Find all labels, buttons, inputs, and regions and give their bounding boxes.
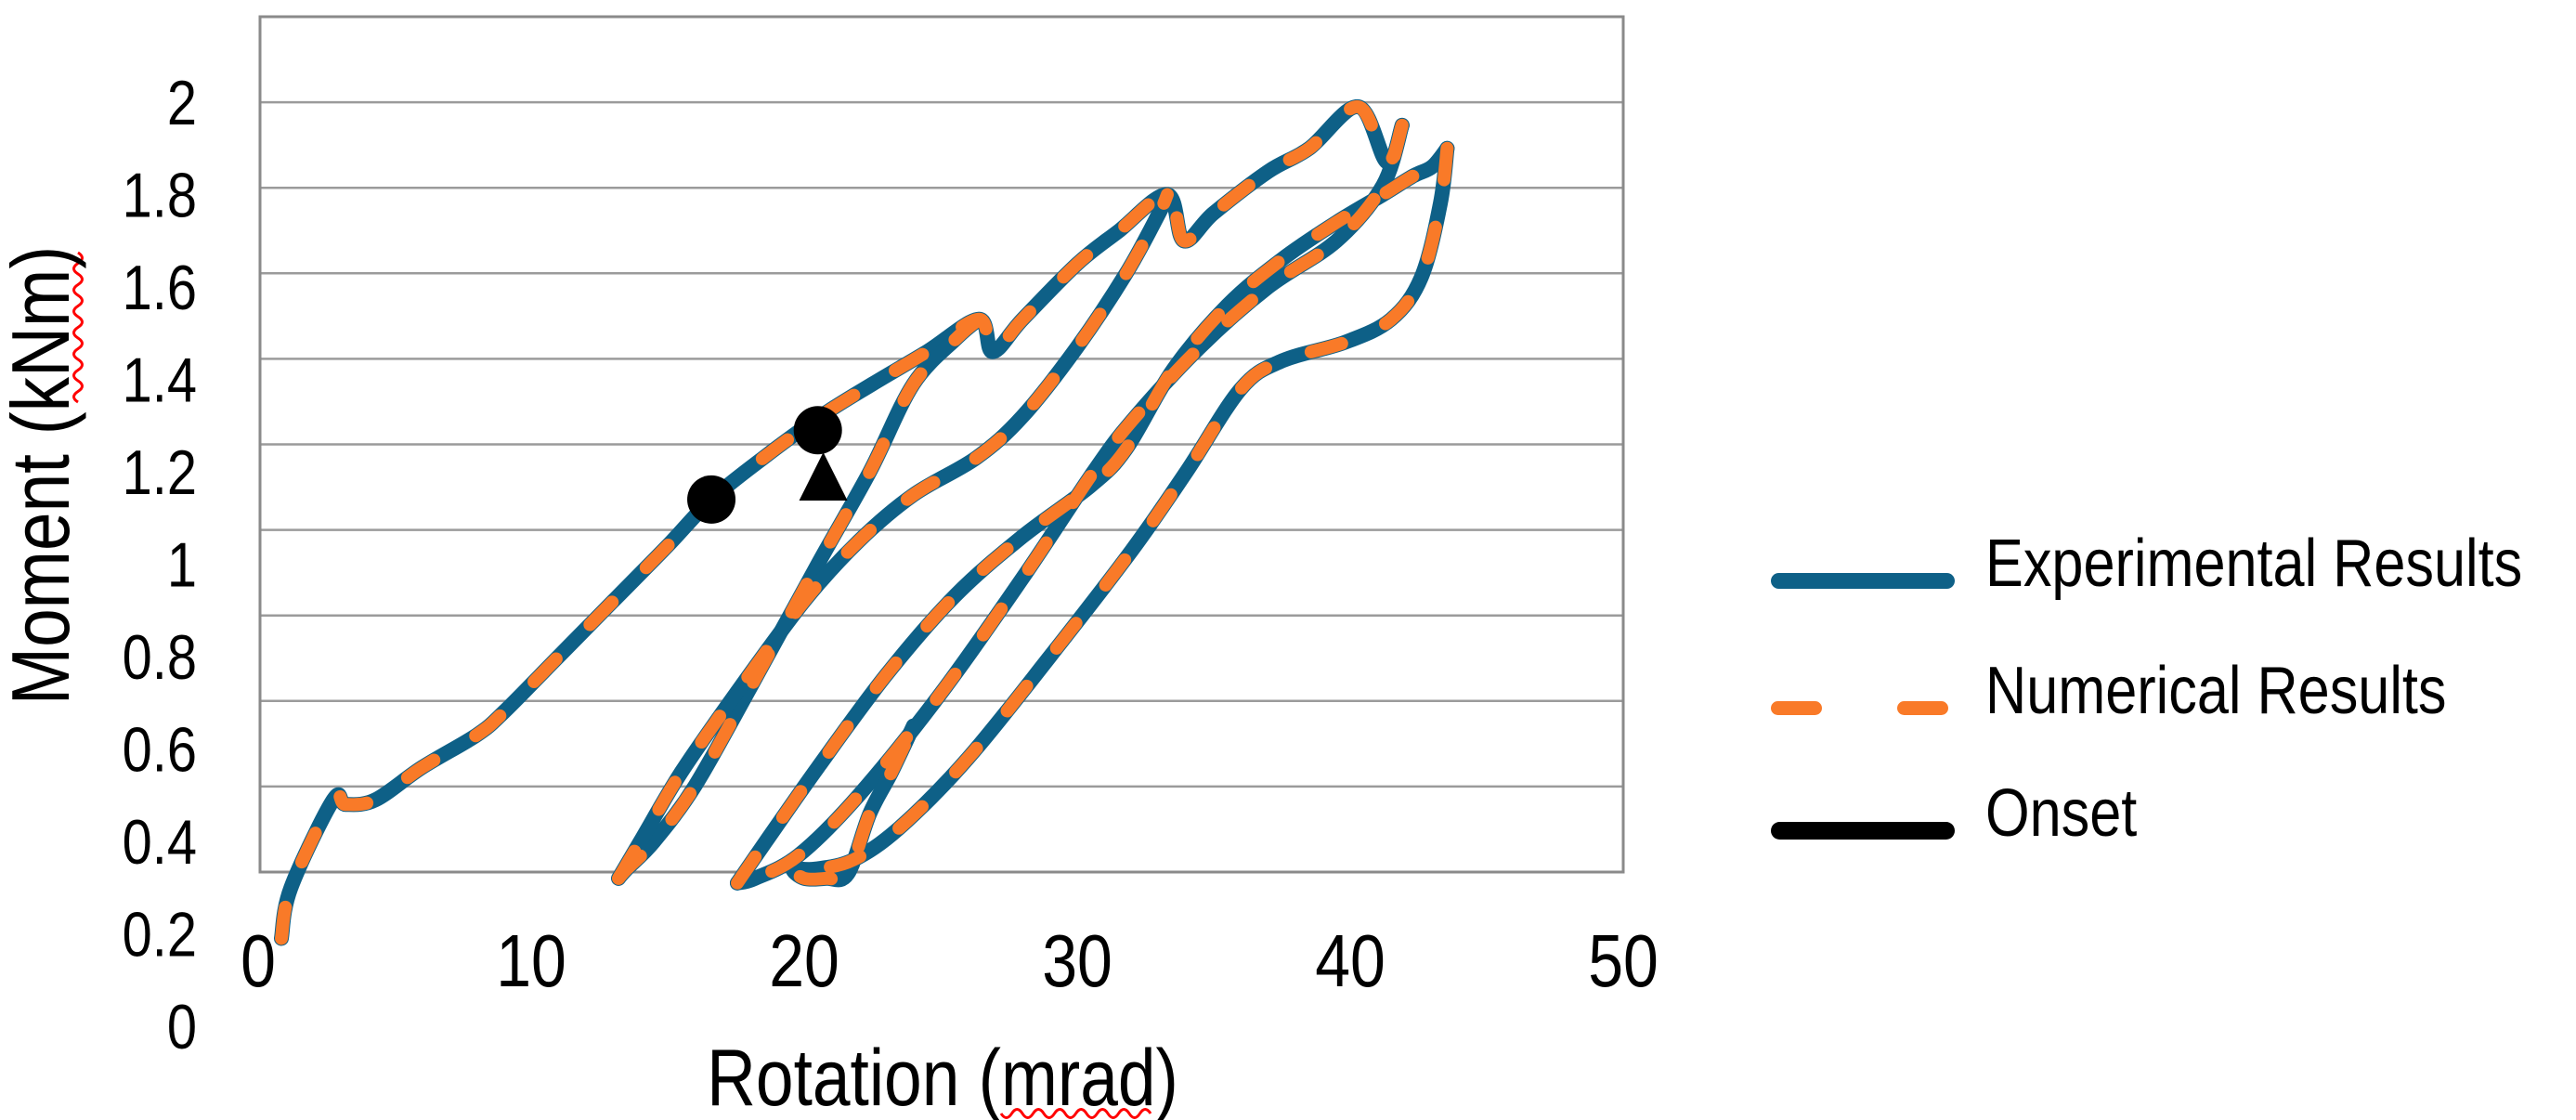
legend-label-numerical: Numerical Results [1985,654,2447,728]
y-tick-label: 0.6 [123,715,197,785]
x-axis-title: Rotation (mrad) [707,1033,1178,1120]
x-tick-label: 10 [496,919,566,1002]
y-tick-label: 1.6 [123,254,197,323]
onset-line-swatch [1771,821,1955,840]
numerical-series-envelope [274,100,1409,945]
legend-label-experimental: Experimental Results [1985,527,2523,601]
y-tick-label: 0.8 [123,623,197,693]
y-tick-label: 0.4 [123,808,197,878]
experimental-line-swatch [1771,572,1955,589]
numerical-dash-2 [1897,700,1948,715]
numerical-dashed-swatch [1771,700,1955,715]
legend-label-onset: Onset [1985,776,2138,851]
x-tick-label: 40 [1315,919,1386,1002]
legend-item-experimental: Experimental Results [1771,527,2576,618]
numerical-dash-1 [1771,700,1822,715]
onset-marker-circle-1 [687,475,736,524]
numerical-series-unload2 [731,118,1409,890]
numerical-series-reload1 [612,188,1174,885]
onset-marker-circle-2 [793,406,842,455]
x-tick-label: 50 [1588,919,1659,1002]
onset-marker-triangle [799,451,848,501]
onset-markers [687,406,848,524]
y-tick-label: 2 [167,69,197,138]
mrad-spellcheck-squiggle [999,1108,1152,1119]
y-tick-label: 1.8 [123,161,197,230]
spellcheck-squiggles [72,251,1152,1119]
x-tick-label: 30 [1042,919,1112,1002]
series-lines [273,99,1455,946]
y-tick-label: 0.2 [123,900,197,970]
legend-item-onset: Onset [1771,776,2164,867]
numerical-series-final_unload [786,141,1454,887]
axis-tick-labels: 2 1.8 1.6 1.4 1.2 1 0.8 0.6 0.4 0.2 00 10 20 30 40 50 [123,69,1659,1062]
y-tick-label: 1.2 [123,438,197,508]
y-tick-label: 0 [167,993,197,1062]
numerical-series-reload2 [730,141,1454,890]
plot-border [258,15,1625,874]
y-tick-label: 1.4 [123,345,197,415]
x-tick-label: 0 [241,919,276,1002]
y-tick-label: 1 [167,530,197,600]
legend-item-numerical: Numerical Results [1771,654,2528,745]
knm-spellcheck-squiggle [72,251,84,404]
y-axis-title: Moment (kNm) [0,246,86,705]
x-tick-label: 20 [769,919,839,1002]
